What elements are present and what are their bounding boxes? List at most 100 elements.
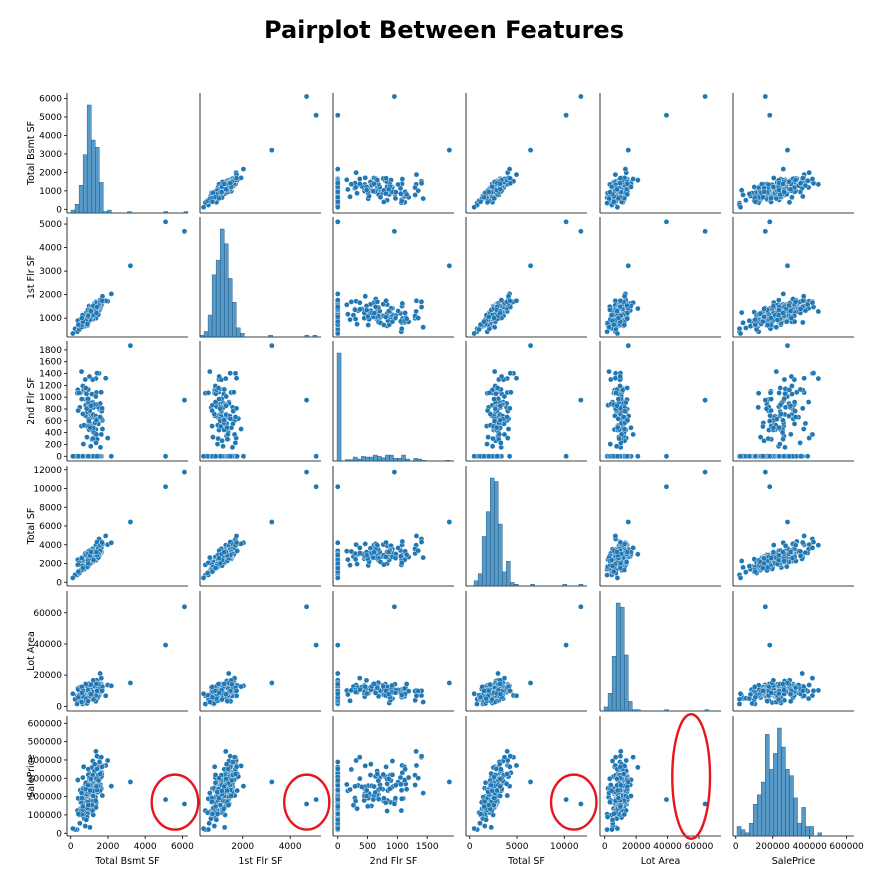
scatter-point — [99, 539, 105, 546]
scatter-point — [787, 402, 794, 409]
y-tick-label: 6000 — [39, 522, 62, 532]
histogram-bar — [232, 302, 237, 338]
scatter-point — [93, 417, 100, 424]
scatter-point — [90, 557, 97, 563]
scatter-point — [809, 176, 816, 182]
scatter-point — [778, 411, 784, 417]
scatter-point — [484, 407, 491, 414]
scatter-point — [736, 325, 743, 332]
scatter-point — [471, 453, 477, 460]
histogram-bar — [369, 456, 374, 462]
histogram-bar — [336, 352, 342, 462]
scatter-point — [617, 373, 623, 380]
scatter-point — [399, 300, 406, 307]
scatter-point — [781, 395, 787, 402]
panel-total-bsmt-sf-vs-total-sf — [465, 93, 587, 214]
scatter-point — [766, 453, 773, 460]
scatter-point — [108, 539, 115, 546]
scatter-point — [224, 424, 230, 431]
scatter-point — [635, 551, 641, 558]
scatter-point — [88, 549, 94, 555]
histogram-bar — [417, 458, 422, 462]
scatter-point — [476, 326, 482, 333]
scatter-point — [507, 175, 513, 181]
scatter-point — [612, 370, 619, 377]
scatter-point — [347, 562, 353, 568]
scatter-point — [606, 368, 612, 375]
scatter-point — [497, 402, 504, 409]
y-tick-label: 1000 — [39, 393, 62, 403]
scatter-point — [471, 330, 477, 337]
scatter-point — [792, 408, 798, 414]
scatter-point — [797, 453, 804, 460]
scatter-point — [415, 547, 422, 554]
histogram-bar — [74, 204, 80, 214]
histogram-bar — [373, 454, 378, 462]
scatter-point — [392, 555, 399, 561]
scatter-point — [82, 385, 89, 391]
scatter-point — [604, 572, 610, 578]
scatter-point — [357, 550, 363, 556]
histogram-bar — [389, 454, 394, 462]
y-tick-label: 2000 — [39, 168, 62, 178]
scatter-point — [757, 434, 764, 440]
scatter-point — [80, 441, 87, 447]
scatter-point — [815, 308, 822, 315]
scatter-point — [102, 533, 109, 539]
scatter-point — [806, 169, 812, 176]
scatter-point — [347, 316, 353, 323]
scatter-point — [507, 297, 513, 304]
scatter-point — [759, 194, 766, 201]
y-tick-label: 1400 — [39, 370, 62, 380]
y-tick-label: 10000 — [33, 485, 62, 495]
y-tick-label: 1000 — [39, 314, 62, 324]
y-tick-label: 5000 — [39, 220, 62, 230]
y-tick-label: 0 — [56, 452, 62, 462]
scatter-point — [303, 397, 310, 403]
scatter-point — [755, 404, 762, 411]
scatter-point — [630, 176, 636, 182]
scatter-point — [787, 308, 794, 315]
scatter-point — [800, 319, 806, 326]
scatter-point — [221, 180, 227, 187]
scatter-point — [624, 180, 631, 187]
scatter-point — [607, 376, 614, 383]
scatter-point — [481, 453, 487, 460]
scatter-point — [491, 368, 498, 375]
histogram-bar — [578, 584, 584, 587]
scatter-point — [352, 316, 359, 322]
scatter-point — [606, 195, 612, 202]
panel-1st-flr-sf-vs-saleprice — [732, 217, 854, 338]
scatter-point — [372, 304, 379, 310]
scatter-point — [374, 177, 381, 183]
panel-total-bsmt-sf-vs-saleprice — [732, 93, 854, 214]
scatter-point — [786, 302, 792, 309]
scatter-point — [415, 187, 422, 194]
scatter-point — [752, 198, 759, 205]
scatter-point — [802, 420, 809, 427]
scatter-point — [89, 435, 96, 442]
histogram-bar — [95, 147, 100, 214]
panel-total-sf-vs-total-sf — [465, 466, 587, 587]
scatter-point — [80, 411, 86, 417]
scatter-point — [223, 393, 229, 400]
scatter-point — [413, 533, 420, 539]
scatter-point — [628, 424, 634, 431]
scatter-point — [635, 305, 641, 312]
scatter-point — [127, 519, 134, 525]
scatter-point — [313, 483, 319, 490]
scatter-point — [102, 375, 109, 382]
histogram-bar — [236, 327, 241, 338]
scatter-point — [738, 187, 745, 194]
histogram-bar — [514, 584, 519, 587]
scatter-point — [780, 291, 787, 297]
scatter-point — [789, 194, 795, 201]
histogram-bar — [86, 104, 92, 214]
scatter-point — [224, 436, 231, 442]
scatter-point — [737, 330, 744, 337]
scatter-point — [774, 416, 780, 423]
scatter-point — [614, 453, 621, 460]
scatter-point — [343, 301, 350, 308]
scatter-point — [800, 193, 806, 200]
